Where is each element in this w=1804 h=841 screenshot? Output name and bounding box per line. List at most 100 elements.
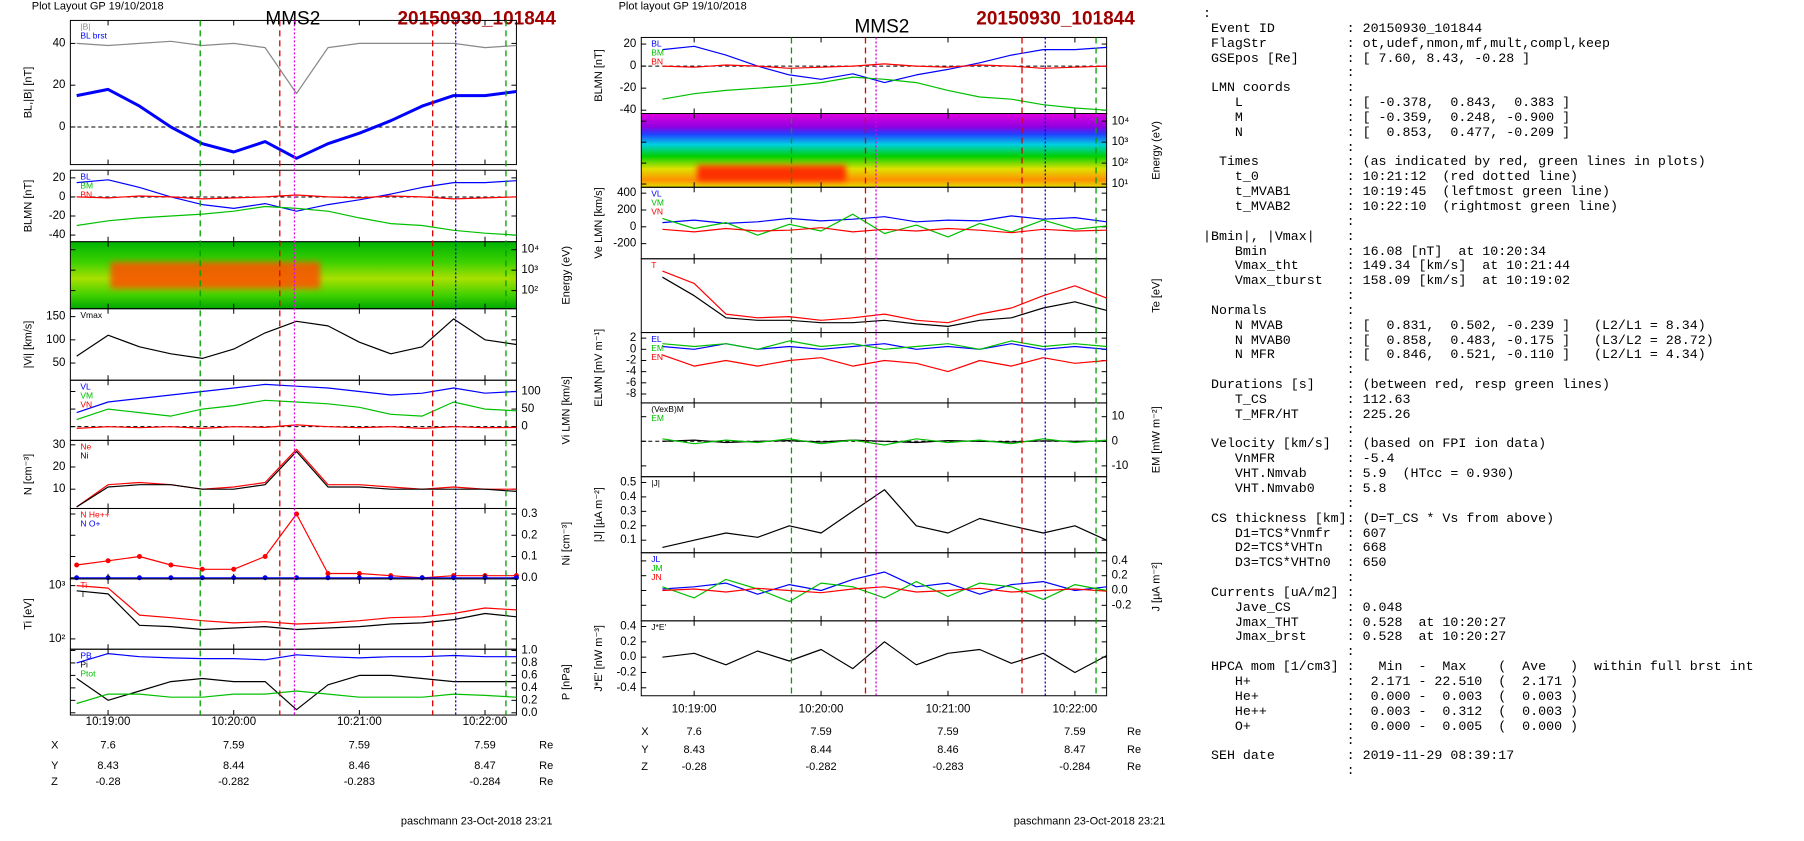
x-tick-label: 10:21:00 bbox=[926, 703, 971, 715]
y-axis-label: EM [mW m⁻²] bbox=[1151, 406, 1163, 473]
legend-entry: |J| bbox=[651, 478, 660, 488]
series-line bbox=[76, 585, 517, 625]
row-value: 7.59 bbox=[937, 726, 958, 738]
report-line: : bbox=[1203, 213, 1355, 229]
report-line: t_MVAB2 : 10:22:10 (rightmost green line… bbox=[1203, 198, 1618, 214]
series-line bbox=[662, 489, 1107, 548]
y-tick-label: 0.3 bbox=[521, 508, 537, 520]
panel: Te [eV] T bbox=[640, 258, 1163, 334]
plot-footer: paschmann 23-Oct-2018 23:21 bbox=[401, 816, 553, 828]
series-line bbox=[76, 450, 517, 508]
y-axis-label: BL,|B| [nT] bbox=[22, 67, 34, 119]
y-tick-label: 0.2 bbox=[620, 636, 636, 648]
y-tick-label: 0.2 bbox=[620, 520, 636, 532]
y-tick-label: 0.5 bbox=[620, 477, 636, 489]
row-value: -0.284 bbox=[1059, 761, 1090, 773]
legend-entry: VL bbox=[80, 381, 91, 391]
report-line: VHT.Nmvab0 : 5.8 bbox=[1203, 481, 1387, 496]
report-line: FlagStr : ot,udef,nmon,mf,mult,compl,kee… bbox=[1203, 35, 1610, 51]
panel-frame bbox=[69, 308, 517, 381]
y-tick-label: 10² bbox=[521, 285, 538, 297]
series-point bbox=[136, 554, 142, 560]
y-tick-label: 10⁴ bbox=[521, 244, 539, 256]
y-tick-label: -0.2 bbox=[1112, 599, 1132, 611]
report-line: Vmax_tht : 149.34 [km/s] at 10:21:44 bbox=[1203, 258, 1571, 274]
y-tick-label: -20 bbox=[49, 210, 66, 222]
series-point bbox=[74, 575, 80, 581]
series-line bbox=[76, 205, 517, 236]
row-value: -0.282 bbox=[805, 761, 836, 773]
legend-entry: T bbox=[651, 260, 656, 270]
legend-entry: T bbox=[80, 589, 85, 599]
panel: 10¹ 10² 10³ 10⁴ Energy (eV) bbox=[640, 113, 1163, 190]
report-line: CS thickness [km]: (D=T_CS * Vs from abo… bbox=[1203, 510, 1555, 526]
series-line bbox=[76, 690, 517, 705]
y-tick-label: 150 bbox=[46, 311, 65, 323]
x-tick-label: 10:21:00 bbox=[337, 716, 382, 728]
y-tick-label: -40 bbox=[49, 229, 66, 241]
panel: 0 20 40 BL,|B| [nT] |B|BL brst bbox=[22, 19, 517, 166]
row-value: 8.44 bbox=[223, 760, 244, 772]
x-tick-label: 10:20:00 bbox=[799, 703, 844, 715]
series-line bbox=[76, 590, 517, 631]
row-value: 7.6 bbox=[100, 740, 115, 752]
panel: -0.4 -0.2 0.0 0.2 0.4 J*E' [nW m⁻³] J*E' bbox=[593, 620, 1108, 697]
y-axis-label: Energy (eV) bbox=[1151, 121, 1163, 180]
series-line bbox=[662, 586, 1107, 594]
y-tick-label: -40 bbox=[620, 104, 637, 116]
y-axis-label: N [cm⁻³] bbox=[22, 454, 34, 495]
row-value: 8.46 bbox=[937, 744, 958, 756]
x-tick-label: 10:22:00 bbox=[1053, 703, 1098, 715]
y-axis-label: Te [eV] bbox=[1151, 279, 1163, 313]
row-unit: Re bbox=[539, 760, 553, 772]
report-line: Bmin : 16.08 [nT] at 10:20:34 bbox=[1203, 243, 1547, 259]
report-line: Currents [uA/m2] : bbox=[1203, 584, 1355, 600]
series-line bbox=[662, 45, 1107, 84]
y-axis-label: P [nPa] bbox=[560, 664, 572, 700]
series-line bbox=[76, 87, 517, 160]
series-point bbox=[231, 566, 237, 572]
report-line: Event ID : 20150930_101844 bbox=[1203, 20, 1483, 36]
y-axis-label: ELMN [mV m⁻¹] bbox=[593, 329, 605, 407]
y-tick-label: 0 bbox=[630, 60, 636, 72]
legend-entry: (VexB)M bbox=[651, 404, 684, 414]
report-line: : bbox=[1203, 495, 1355, 511]
report-line: Velocity [km/s] : (based on FPI ion data… bbox=[1203, 436, 1547, 452]
report-line: D2=TCS*VHTn : 668 bbox=[1203, 540, 1387, 556]
y-tick-label: 0 bbox=[521, 421, 527, 433]
series-line bbox=[76, 448, 517, 508]
report-line: : bbox=[1203, 288, 1355, 304]
legend-entry: BN bbox=[651, 57, 663, 67]
y-tick-label: 50 bbox=[521, 403, 534, 415]
series-line bbox=[662, 571, 1107, 595]
legend-entry: Ti bbox=[80, 580, 87, 590]
report-line: D3=TCS*VHTn0 : 650 bbox=[1203, 555, 1387, 571]
panel-frame bbox=[640, 332, 1108, 404]
event-id: 20150930_101844 bbox=[976, 8, 1135, 29]
legend-entry: Vmax bbox=[80, 310, 102, 320]
series-point bbox=[136, 575, 142, 581]
y-tick-label: 0.4 bbox=[620, 621, 637, 633]
series-point bbox=[105, 558, 111, 564]
legend-entry: JL bbox=[651, 554, 660, 564]
y-tick-label: 0.6 bbox=[521, 669, 537, 681]
report-line: SEH date : 2019-11-29 08:39:17 bbox=[1203, 748, 1515, 764]
report-line: : bbox=[1203, 362, 1355, 378]
y-tick-label: 0.0 bbox=[1112, 585, 1128, 597]
row-value: -0.28 bbox=[96, 776, 121, 788]
series-point bbox=[168, 562, 174, 568]
panel-frame bbox=[69, 19, 517, 166]
legend-entry: Ni bbox=[80, 451, 88, 461]
y-tick-label: 1.0 bbox=[521, 644, 537, 656]
series-line bbox=[662, 340, 1107, 350]
x-tick-label: 10:19:00 bbox=[672, 703, 717, 715]
series-line bbox=[76, 674, 517, 711]
panel: 0.0 0.1 0.2 0.3 Ni [cm⁻³] N He++N O+ bbox=[69, 507, 572, 584]
row-value: 8.43 bbox=[683, 744, 704, 756]
y-axis-label: |Vi| [km/s] bbox=[22, 321, 34, 369]
row-unit: Re bbox=[1127, 744, 1141, 756]
series-point bbox=[168, 575, 174, 581]
y-tick-label: 0.0 bbox=[620, 651, 636, 663]
report-line: T_MFR/HT : 225.26 bbox=[1203, 406, 1411, 422]
